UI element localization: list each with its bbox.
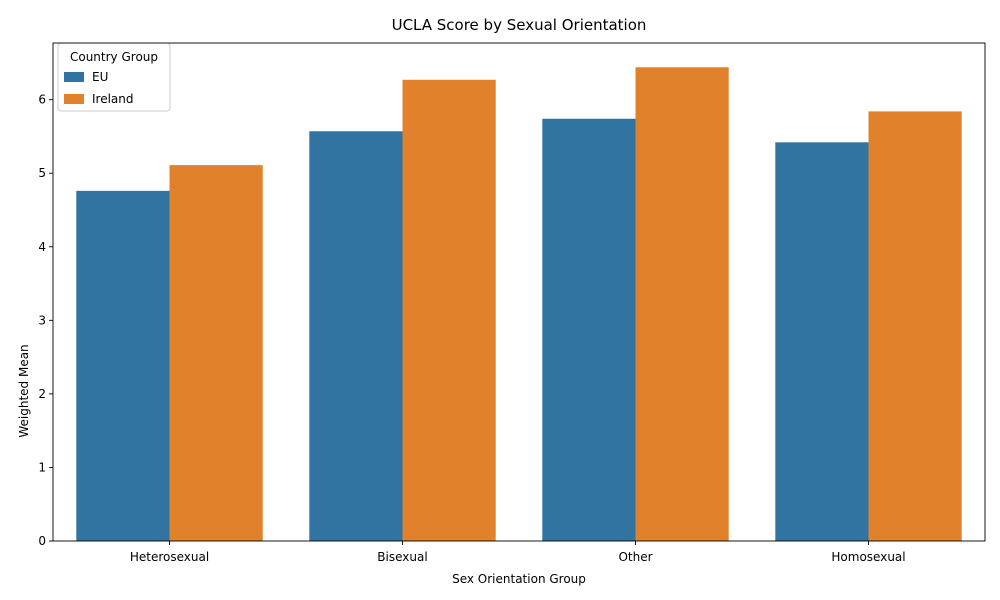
- plot-frame: [52, 42, 986, 542]
- bar-ireland-other: [635, 67, 729, 542]
- y-tick-label: 4: [38, 240, 46, 254]
- legend: Country Group EU Ireland: [57, 42, 171, 112]
- bar-ireland-heterosexual: [169, 165, 263, 542]
- bar-eu-bisexual: [309, 131, 403, 541]
- x-tick-label: Bisexual: [377, 550, 427, 564]
- bar-ireland-bisexual: [402, 79, 496, 541]
- y-tick-label: 0: [38, 534, 46, 548]
- legend-swatch-ireland: [64, 94, 84, 104]
- x-tick-label: Heterosexual: [130, 550, 209, 564]
- x-tick-label: Homosexual: [831, 550, 905, 564]
- y-axis: 0 1 2 3 4 5 6: [38, 93, 53, 548]
- chart-title: UCLA Score by Sexual Orientation: [392, 16, 647, 34]
- x-tick-label: Other: [618, 550, 652, 564]
- bar-ireland-homosexual: [868, 111, 962, 541]
- y-axis-label: Weighted Mean: [17, 344, 31, 437]
- bar-eu-heterosexual: [76, 190, 170, 542]
- y-tick-label: 5: [38, 166, 46, 180]
- x-axis-label: Sex Orientation Group: [452, 572, 586, 586]
- bar-eu-homosexual: [775, 142, 869, 541]
- y-tick-label: 6: [38, 93, 46, 107]
- y-tick-label: 3: [38, 313, 46, 327]
- legend-title: Country Group: [70, 50, 158, 64]
- x-axis: Heterosexual Bisexual Other Homosexual: [130, 541, 906, 564]
- y-tick-label: 1: [38, 460, 46, 474]
- y-tick-label: 2: [38, 387, 46, 401]
- legend-label-ireland: Ireland: [92, 92, 134, 106]
- bars-group: [76, 67, 962, 542]
- legend-swatch-eu: [64, 72, 84, 82]
- bar-eu-other: [542, 118, 636, 542]
- legend-label-eu: EU: [92, 70, 108, 84]
